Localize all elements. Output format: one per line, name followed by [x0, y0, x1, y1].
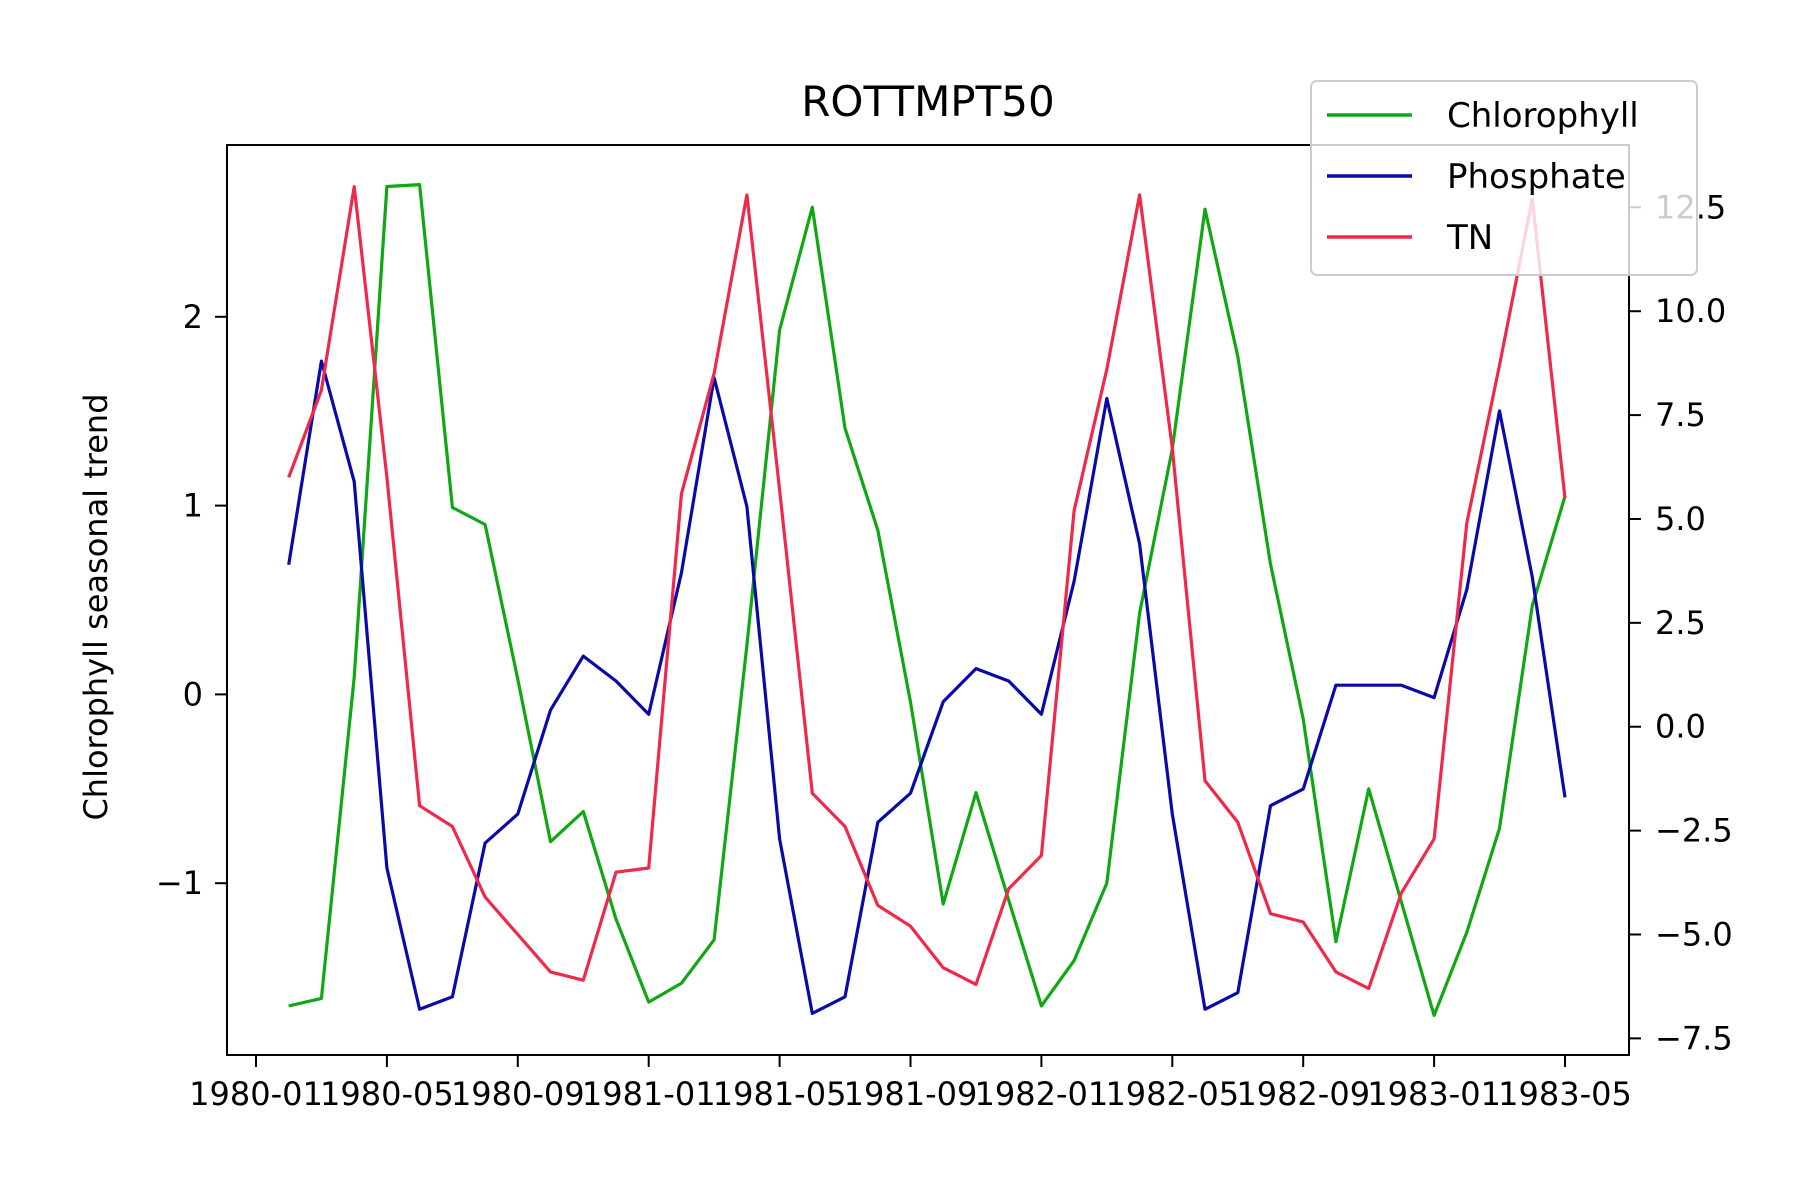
y-tick-label: −1: [156, 864, 203, 902]
legend-box: [1310, 80, 1698, 276]
y-tick-label: 1: [183, 487, 203, 525]
y2-tick-label: 0.0: [1655, 708, 1706, 746]
y2-tick-label: 2.5: [1655, 604, 1706, 642]
x-tick-label: 1983-05: [1498, 1075, 1632, 1113]
x-tick-label: 1983-01: [1367, 1075, 1501, 1113]
y-axis-right: 12.510.07.55.02.50.0−2.5−5.0−7.5: [1629, 188, 1733, 1057]
y2-tick-label: 7.5: [1655, 396, 1706, 434]
series-line-tn: [287, 185, 1567, 991]
y2-tick-label: 5.0: [1655, 500, 1706, 538]
x-tick-label: 1982-01: [975, 1075, 1109, 1113]
x-tick-label: 1982-05: [1105, 1075, 1239, 1113]
x-tick-label: 1980-05: [320, 1075, 454, 1113]
legend: Chlorophyll Phosphate TN: [1310, 80, 1698, 276]
y-tick-label: 2: [183, 298, 203, 336]
x-axis: 1980-011980-051980-091981-011981-051981-…: [189, 1055, 1632, 1113]
y-axis-left: 2 1 0 −1: [156, 298, 227, 902]
x-tick-label: 1980-09: [451, 1075, 585, 1113]
plot-frame: [226, 144, 1630, 1056]
y-axis-label: Chlorophyll seasonal trend: [77, 393, 115, 820]
y2-tick-label: −5.0: [1655, 915, 1733, 953]
chart-title: ROTTMPT50: [801, 77, 1054, 126]
x-tick-label: 1980-01: [189, 1075, 323, 1113]
y2-tick-label: −2.5: [1655, 812, 1733, 850]
series-line-phosphate: [287, 359, 1567, 1016]
x-tick-label: 1981-09: [844, 1075, 978, 1113]
series-line-chlorophyll: [288, 183, 1567, 1018]
series-lines: [287, 183, 1567, 1018]
legend-label: Phosphate: [1447, 157, 1626, 197]
legend-label: Chlorophyll: [1447, 96, 1639, 136]
y-tick-label: 0: [183, 675, 203, 713]
x-tick-label: 1981-01: [582, 1075, 716, 1113]
y2-tick-label: −7.5: [1655, 1019, 1733, 1057]
y2-tick-label: 10.0: [1655, 292, 1726, 330]
x-tick-label: 1981-05: [713, 1075, 847, 1113]
legend-label: TN: [1446, 218, 1493, 258]
x-tick-label: 1982-09: [1236, 1075, 1370, 1113]
